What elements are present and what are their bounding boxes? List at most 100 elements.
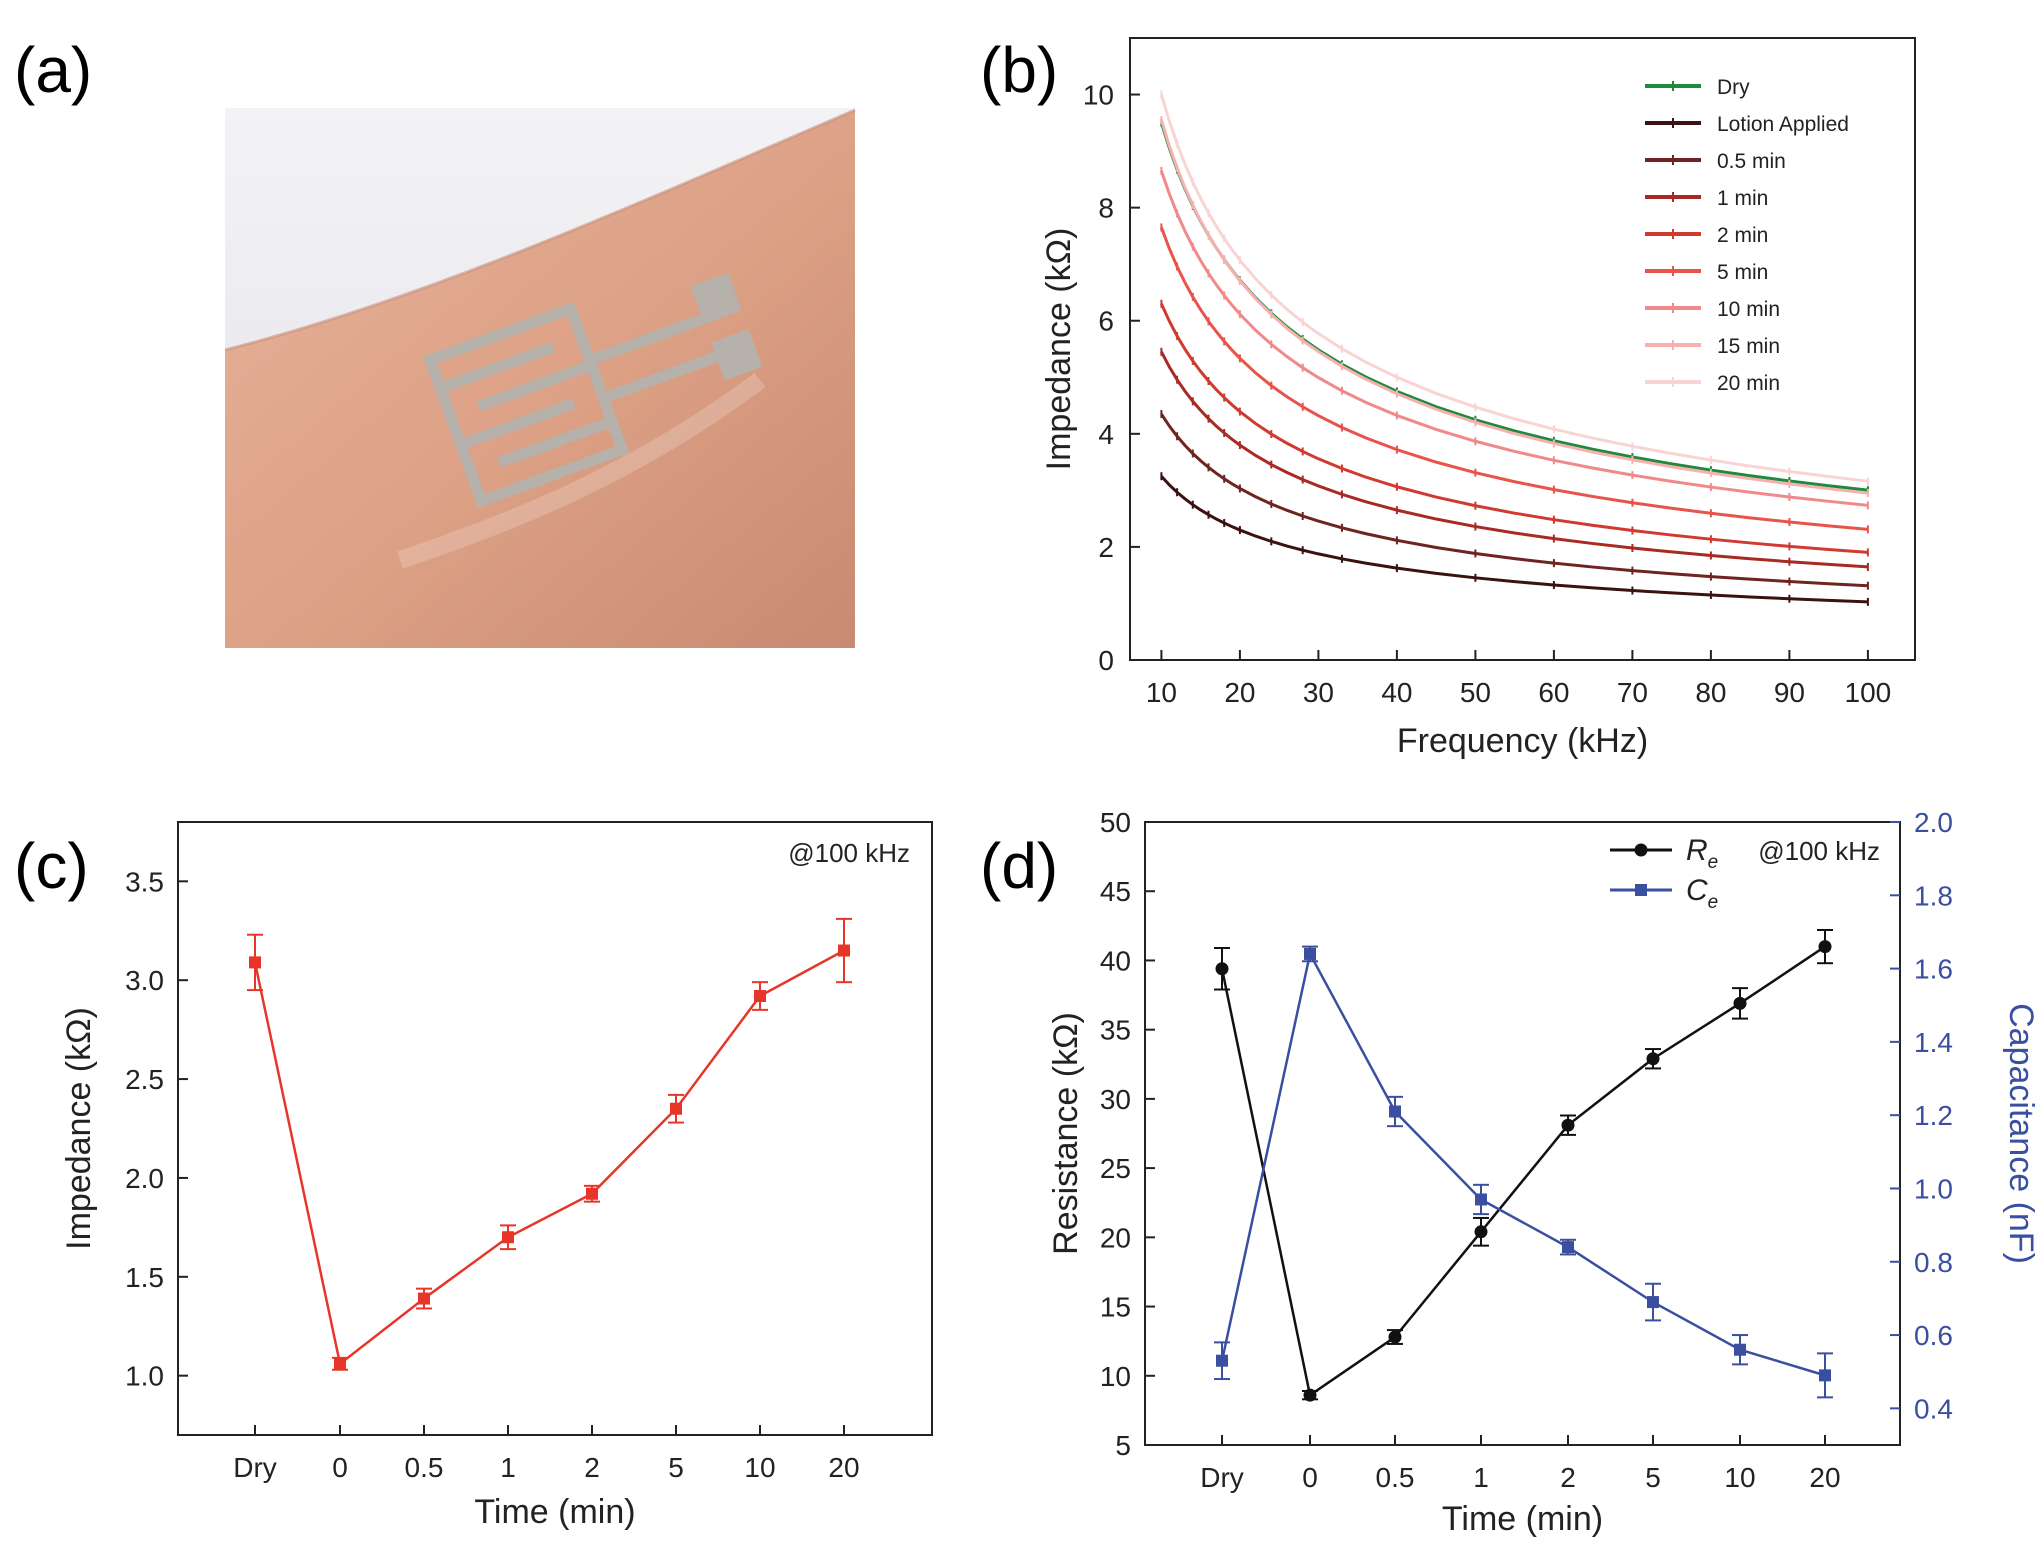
x-tick-label: 10 [744,1452,775,1483]
legend-label: 2 min [1717,224,1768,247]
data-point [1818,940,1832,954]
y2-tick-label: 0.4 [1914,1393,1953,1424]
x-tick-label: 100 [1845,677,1892,708]
data-point [1303,1388,1317,1402]
x-tick-label: 10 [1724,1462,1755,1493]
data-point [1647,1296,1659,1309]
data-point [1216,1354,1228,1367]
series-line-0 [1220,945,1826,1398]
x-tick-label: 2 [1560,1462,1576,1493]
panel-label-b: (b) [980,34,1058,106]
data-point [1734,1343,1746,1356]
y-tick-label: 1.0 [125,1361,164,1392]
x-tick-label: 10 [1146,677,1177,708]
x-tick-label: 1 [1473,1462,1489,1493]
sensor-electrode-icon [422,272,763,509]
x-tick-label: 90 [1774,677,1805,708]
data-point [1646,1052,1660,1066]
data-point [249,956,261,969]
y-tick-label: 3.5 [125,866,164,897]
y-tick-label: 6 [1098,306,1114,337]
y-tick-label: 1.5 [125,1262,164,1293]
impedance-frequency-chart: 10 20 30 40 50 60 70 80 90 100 0 2 4 6 8 10 Frequency (k… [1040,37,1916,760]
legend-label: 15 min [1717,335,1780,358]
plot-frame [177,821,933,1436]
y-tick-label: 25 [1100,1153,1131,1184]
y-tick-label: 10 [1100,1361,1131,1392]
x-axis-label: Frequency (kHz) [1397,722,1648,760]
data-point [418,1292,430,1305]
y-tick-label: 2 [1098,532,1114,563]
y2-tick-label: 1.8 [1914,880,1953,911]
y-tick-label: 2.0 [125,1163,164,1194]
series-line-8 [1159,94,1869,483]
y-tick-label: 50 [1100,807,1131,838]
legend-label: Ce [1686,874,1718,913]
x-tick-label: 0.5 [405,1452,444,1483]
data-point [670,1102,682,1115]
resistance-capacitance-chart: Dry 0 0.5 1 2 5 10 2051015202530354045500.40.60… [1047,807,2036,1538]
y-tick-label: 2.5 [125,1064,164,1095]
series-line-1 [1160,475,1868,604]
legend-marker [1634,843,1648,857]
legend-label: 20 min [1717,372,1780,395]
x-tick-label: 30 [1303,677,1334,708]
series-line-1 [1220,950,1826,1377]
data-point [1304,947,1316,960]
x-tick-label: 5 [668,1452,684,1483]
data-point [1474,1225,1488,1239]
legend-label: 5 min [1717,261,1768,284]
legend-subscript: e [1708,892,1719,913]
x-tick-label: 20 [1224,677,1255,708]
x-tick-label: 20 [1809,1462,1840,1493]
impedance-time-chart: Dry 0 0.5 1 2 5 10 20 1.0 1.5 2.0 2.5 3.0 3.5 Time (mi… [60,821,933,1531]
series-line-4 [1160,303,1869,554]
x-tick-label: Dry [233,1452,277,1483]
series-line-3 [1160,351,1868,569]
y2-tick-label: 1.4 [1914,1027,1953,1058]
x-tick-label: 60 [1538,677,1569,708]
x-tick-label: 70 [1617,677,1648,708]
legend-subscript: e [1708,852,1719,873]
y2-tick-label: 1.0 [1914,1173,1953,1204]
data-point [1389,1105,1401,1118]
annotation: @100 kHz [788,838,910,868]
x-tick-label: 2 [584,1452,600,1483]
legend-label: 1 min [1717,187,1768,210]
y-tick-label: 20 [1100,1222,1131,1253]
series-line-7 [1159,119,1869,495]
y-tick-label: 8 [1098,193,1114,224]
data-point [586,1187,598,1200]
x-tick-label: 0.5 [1376,1462,1415,1493]
y-axis-label: Impedance (kΩ) [1040,228,1078,471]
y-tick-label: 30 [1100,1084,1131,1115]
y-tick-label: 3.0 [125,965,164,996]
data-point [1475,1193,1487,1206]
data-point [1562,1241,1574,1254]
x-tick-label: 20 [828,1452,859,1483]
legend-label: Re [1686,834,1718,873]
x-tick-label: Dry [1200,1462,1244,1493]
x-tick-label: 0 [1302,1462,1318,1493]
data-point [502,1231,514,1244]
data-point [1388,1330,1402,1344]
legend-label: 0.5 min [1717,150,1786,173]
legend-label: Dry [1717,76,1750,99]
y-tick-label: 4 [1098,419,1114,450]
series-line [253,949,845,1367]
x-tick-label: 1 [500,1452,516,1483]
data-point [1215,962,1229,976]
plot-frame [1144,821,1901,1446]
x-tick-label: 0 [332,1452,348,1483]
y-tick-label: 0 [1098,645,1114,676]
y-axis-label: Resistance (kΩ) [1047,1012,1085,1255]
y-tick-label: 5 [1115,1430,1131,1461]
x-tick-label: 80 [1695,677,1726,708]
panel-label-d: (d) [980,830,1058,902]
y2-tick-label: 1.6 [1914,954,1953,985]
data-point [754,990,766,1003]
y2-tick-label: 2.0 [1914,807,1953,838]
y-tick-label: 15 [1100,1292,1131,1323]
data-point [1819,1369,1831,1382]
